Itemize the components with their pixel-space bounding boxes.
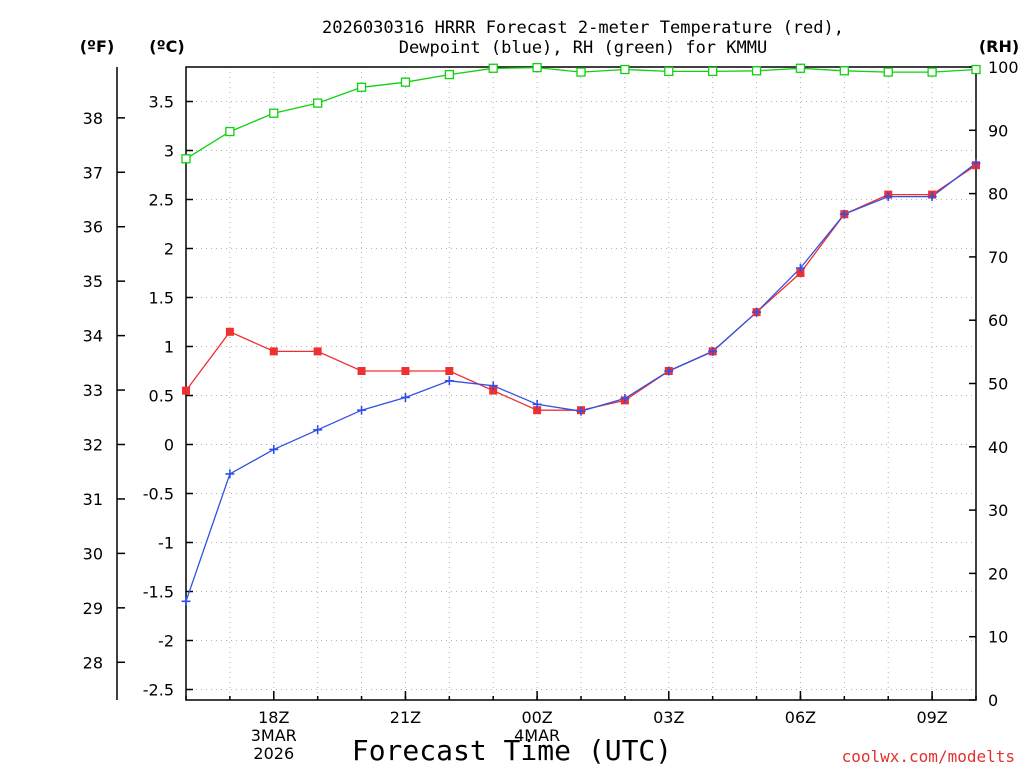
- fahrenheit-tick-label: 34: [83, 327, 103, 346]
- rh-tick-label: 0: [988, 691, 998, 710]
- rh-line: [186, 68, 976, 159]
- celsius-tick-label: -0.5: [143, 485, 174, 504]
- rh-point: [621, 66, 629, 74]
- rh-tick-label: 50: [988, 375, 1008, 394]
- x-tick-label: 3MAR: [251, 726, 297, 745]
- rh-point: [972, 66, 980, 74]
- 2-meter-temperature-point: [270, 347, 278, 355]
- dewpoint-point: [182, 597, 191, 606]
- rh-point: [445, 71, 453, 79]
- celsius-tick-label: 0.5: [149, 387, 174, 406]
- dewpoint-point: [269, 445, 278, 454]
- 2-meter-temperature-point: [401, 367, 409, 375]
- 2-meter-temperature-point: [358, 367, 366, 375]
- chart-title-line-1: 2026030316 HRRR Forecast 2-meter Tempera…: [322, 18, 844, 38]
- fahrenheit-tick-label: 37: [83, 163, 103, 182]
- fahrenheit-tick-label: 31: [83, 490, 103, 509]
- fahrenheit-tick-label: 29: [83, 599, 103, 618]
- celsius-tick-label: -1: [158, 534, 174, 553]
- rh-tick-label: 40: [988, 438, 1008, 457]
- celsius-tick-label: -1.5: [143, 583, 174, 602]
- rh-tick-label: 100: [988, 58, 1019, 77]
- rh-point: [270, 109, 278, 117]
- forecast-chart: 2026030316 HRRR Forecast 2-meter Tempera…: [0, 0, 1024, 768]
- rh-point: [182, 155, 190, 163]
- rh-point: [533, 64, 541, 72]
- 2-meter-temperature-point: [182, 387, 190, 395]
- x-tick-label: 21Z: [390, 708, 421, 727]
- x-tick-label: 06Z: [785, 708, 816, 727]
- fahrenheit-tick-label: 38: [83, 109, 103, 128]
- x-axis-title: Forecast Time (UTC): [352, 734, 672, 767]
- rh-point: [226, 128, 234, 136]
- gridlines: [186, 67, 976, 700]
- celsius-tick-label: 1: [164, 338, 174, 357]
- celsius-tick-label: -2.5: [143, 681, 174, 700]
- fahrenheit-tick-label: 35: [83, 272, 103, 291]
- fahrenheit-tick-label: 28: [83, 653, 103, 672]
- dewpoint-point: [357, 406, 366, 415]
- celsius-tick-label: 2: [164, 240, 174, 259]
- celsius-tick-label: 3: [164, 142, 174, 161]
- rh-tick-label: 30: [988, 501, 1008, 520]
- rh-point: [884, 68, 892, 76]
- dewpoint-point: [225, 469, 234, 478]
- rh-point: [358, 83, 366, 91]
- fahrenheit-tick-label: 36: [83, 218, 103, 237]
- rh-tick-label: 10: [988, 628, 1008, 647]
- x-tick-label: 09Z: [916, 708, 947, 727]
- rh-point: [753, 67, 761, 75]
- x-tick-label: 18Z: [258, 708, 289, 727]
- rh-point: [401, 78, 409, 86]
- rh-tick-label: 60: [988, 311, 1008, 330]
- celsius-tick-label: 2.5: [149, 191, 174, 210]
- dewpoint-point: [445, 376, 454, 385]
- rh-tick-label: 80: [988, 185, 1008, 204]
- rh-unit-label: (RH): [979, 37, 1019, 56]
- rh-point: [665, 67, 673, 75]
- rh-point: [314, 99, 322, 107]
- rh-point: [489, 64, 497, 72]
- rh-tick-label: 20: [988, 564, 1008, 583]
- credit-label[interactable]: coolwx.com/modelts: [842, 747, 1015, 766]
- 2-meter-temperature-point: [445, 367, 453, 375]
- rh-tick-label: 90: [988, 121, 1008, 140]
- rh-tick-label: 70: [988, 248, 1008, 267]
- fahrenheit-tick-label: 33: [83, 381, 103, 400]
- x-tick-label: 03Z: [653, 708, 684, 727]
- x-tick-label: 2026: [253, 744, 294, 763]
- x-tick-label: 00Z: [521, 708, 552, 727]
- celsius-tick-label: 1.5: [149, 289, 174, 308]
- 2-meter-temperature-point: [226, 328, 234, 336]
- celsius-tick-label: -2: [158, 632, 174, 651]
- fahrenheit-tick-label: 32: [83, 436, 103, 455]
- chart-title-line-2: Dewpoint (blue), RH (green) for KMMU: [399, 38, 767, 58]
- fahrenheit-tick-label: 30: [83, 544, 103, 563]
- 2-meter-temperature-point: [314, 347, 322, 355]
- series-markers: [182, 64, 981, 606]
- fahrenheit-unit-label: (ºF): [80, 37, 115, 56]
- rh-point: [840, 67, 848, 75]
- dewpoint-point: [313, 425, 322, 434]
- celsius-tick-label: 0: [164, 436, 174, 455]
- dewpoint-point: [401, 393, 410, 402]
- rh-point: [709, 67, 717, 75]
- celsius-tick-label: 3.5: [149, 93, 174, 112]
- rh-point: [577, 68, 585, 76]
- rh-point: [796, 64, 804, 72]
- rh-point: [928, 68, 936, 76]
- plot-frame: [186, 67, 976, 700]
- celsius-unit-label: (ºC): [149, 37, 184, 56]
